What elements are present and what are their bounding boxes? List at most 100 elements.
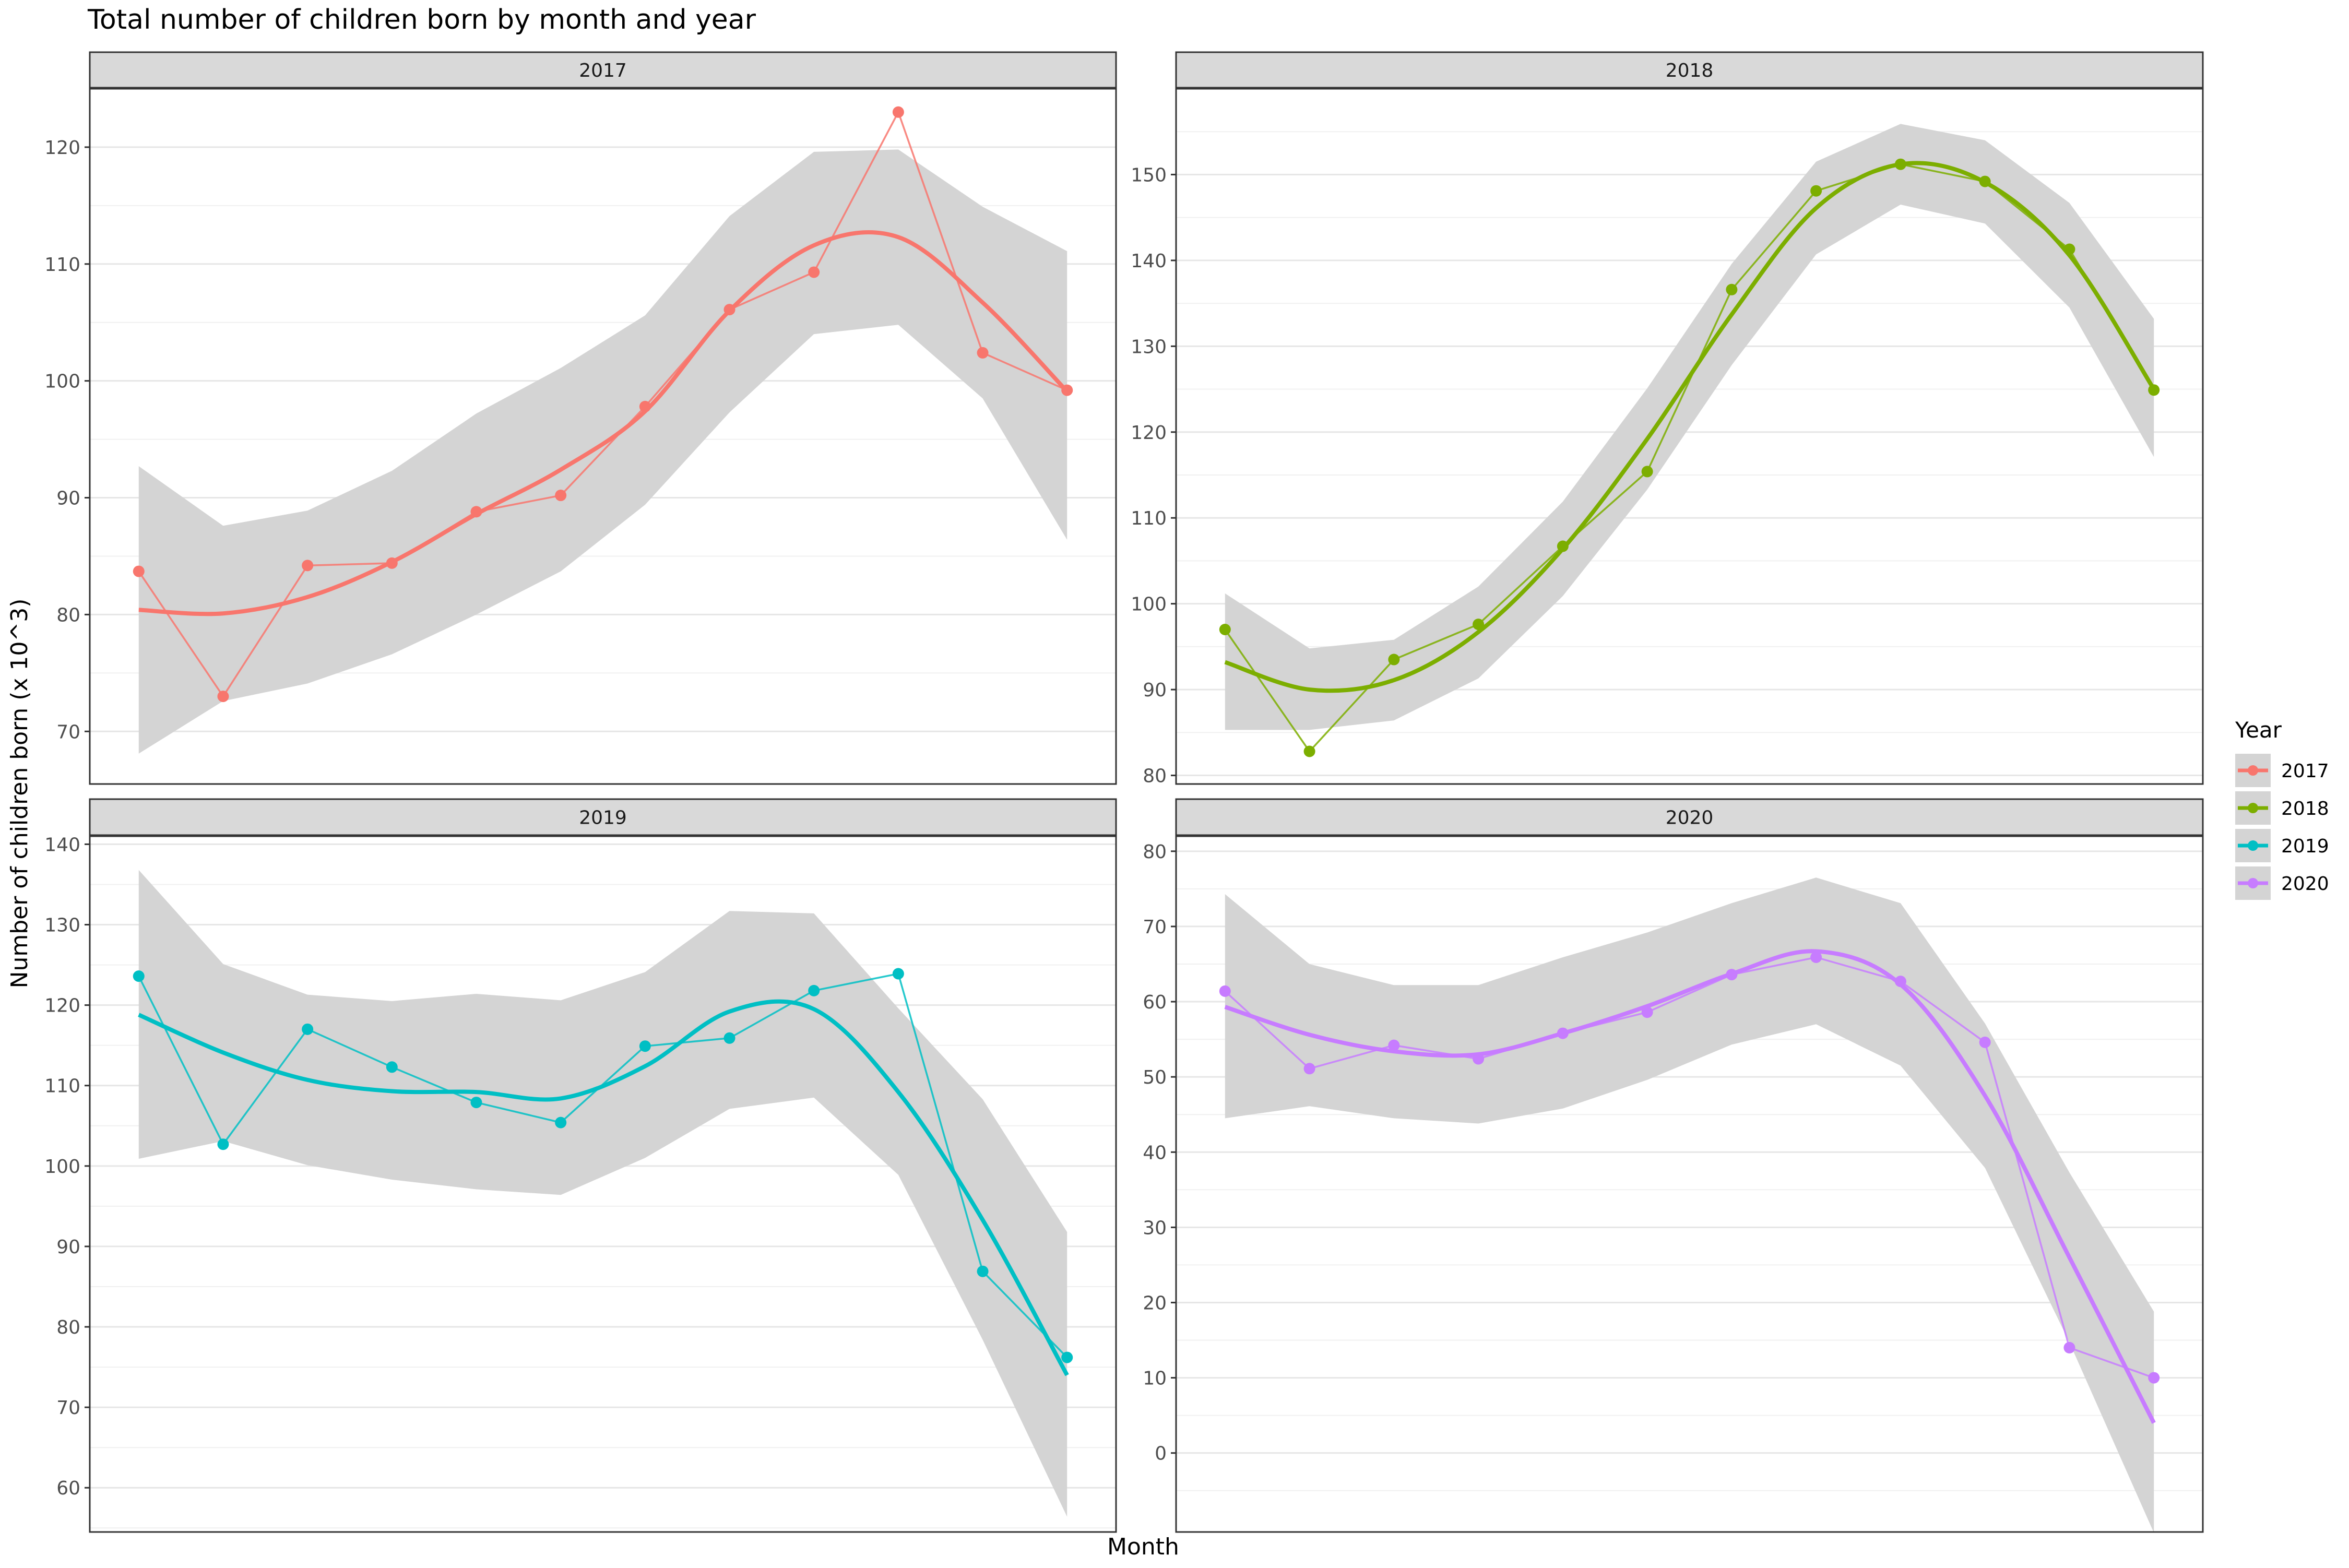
y-tick-label: 100 (44, 371, 80, 393)
y-tick-label: 90 (56, 1237, 80, 1258)
legend-item-2018: 2018 (2235, 791, 2329, 825)
data-point (1061, 384, 1073, 396)
facet-strip (1175, 798, 2204, 836)
data-point (1303, 745, 1315, 757)
y-tick-label: 70 (56, 721, 80, 743)
legend-key-point (2248, 840, 2258, 851)
y-tick-label: 120 (44, 137, 80, 159)
data-point (1388, 654, 1400, 666)
y-tick-label: 110 (44, 1076, 80, 1097)
y-tick-label: 60 (56, 1478, 80, 1499)
y-tick-label: 50 (1143, 1067, 1167, 1088)
y-tick-label: 80 (1143, 841, 1167, 863)
y-tick-label: 120 (44, 995, 80, 1017)
data-point (2063, 243, 2075, 255)
legend: Year 2017 2018 2019 2020 (2235, 717, 2329, 900)
data-point (217, 1138, 229, 1150)
legend-item-2017: 2017 (2235, 754, 2329, 787)
data-point (1726, 969, 1738, 981)
data-point (1979, 1036, 1991, 1048)
data-point (2063, 1341, 2075, 1353)
y-tick-label: 110 (44, 254, 80, 276)
facet-2020: 0 10 20 30 40 50 60 70 80 2020 (1143, 798, 2204, 1533)
confidence-band (1225, 877, 2154, 1533)
data-point (1726, 283, 1738, 295)
facet-strip-label: 2020 (1666, 807, 1714, 829)
data-point (386, 1061, 398, 1073)
data-point (892, 968, 904, 980)
y-tick-label: 60 (1143, 992, 1167, 1013)
data-point (1473, 1053, 1485, 1065)
legend-label: 2019 (2281, 836, 2329, 857)
y-tick-label: 70 (1143, 917, 1167, 938)
data-point (217, 691, 229, 703)
legend-item-2020: 2020 (2235, 866, 2329, 900)
y-axis-title: Number of children born (x 10^3) (6, 599, 33, 989)
y-tick-label: 30 (1143, 1217, 1167, 1239)
data-point (1557, 540, 1569, 552)
series-line-2017 (138, 110, 1067, 698)
facet-strip-label: 2018 (1666, 60, 1714, 81)
y-tick-label: 120 (1131, 422, 1167, 444)
facet-strip-label: 2019 (579, 807, 627, 829)
y-tick-label: 130 (1131, 336, 1167, 358)
data-point (133, 970, 145, 982)
y-tick-label: 90 (1143, 680, 1167, 701)
data-point (977, 1265, 989, 1277)
smooth-curve-2019 (138, 999, 1069, 1376)
data-point (1303, 1063, 1315, 1075)
data-point (892, 106, 904, 118)
facet-2019: 60 70 80 90 100 110 120 130 140 2019 (44, 798, 1117, 1533)
data-point (133, 565, 145, 577)
data-point (808, 984, 820, 996)
data-point (977, 347, 989, 359)
facet-strip-label: 2017 (579, 60, 627, 81)
data-point (1894, 158, 1906, 170)
y-tick-label: 150 (1131, 164, 1167, 186)
data-point (2148, 384, 2160, 396)
data-point (639, 400, 651, 412)
data-point (386, 557, 398, 569)
data-point (302, 560, 314, 572)
y-tick-label: 80 (56, 604, 80, 626)
y-tick-label: 130 (44, 915, 80, 936)
data-point (1810, 185, 1822, 197)
smooth-curve-2018 (1224, 161, 2156, 693)
data-point (639, 1040, 651, 1052)
data-point (1810, 952, 1822, 964)
y-tick-label: 100 (1131, 594, 1167, 615)
y-tick-label: 70 (56, 1397, 80, 1419)
data-point (555, 490, 567, 502)
y-tick-label: 140 (44, 834, 80, 856)
data-point (555, 1116, 567, 1129)
panel-border (89, 88, 1117, 785)
y-tick-label: 80 (1143, 766, 1167, 787)
data-point (1061, 1351, 1073, 1363)
data-point (1557, 1027, 1569, 1039)
legend-label: 2017 (2281, 761, 2329, 782)
y-tick-label: 40 (1143, 1142, 1167, 1163)
data-point (1388, 1039, 1400, 1051)
data-point (723, 1032, 735, 1044)
y-tick-label: 0 (1155, 1443, 1167, 1465)
facet-strip (89, 51, 1117, 89)
data-point (1641, 1006, 1653, 1018)
data-point (470, 506, 482, 518)
legend-item-2019: 2019 (2235, 829, 2329, 862)
facet-2017: 70 80 90 100 110 120 2017 (44, 51, 1117, 785)
chart-title: Total number of children born by month a… (87, 4, 756, 35)
data-point (1219, 985, 1231, 997)
facet-panels: 70 80 90 100 110 120 2017 80 90 100 110 120 130 140 15… (44, 51, 2204, 1533)
y-tick-label: 140 (1131, 251, 1167, 272)
y-tick-label: 100 (44, 1156, 80, 1178)
y-tick-label: 90 (56, 488, 80, 509)
data-point (1641, 466, 1653, 478)
data-point (1894, 976, 1906, 988)
data-point (470, 1097, 482, 1109)
panel-border (89, 835, 1117, 1533)
facet-strip (89, 798, 1117, 836)
panel-border (1175, 835, 2204, 1533)
facet-strip (1175, 51, 2204, 89)
